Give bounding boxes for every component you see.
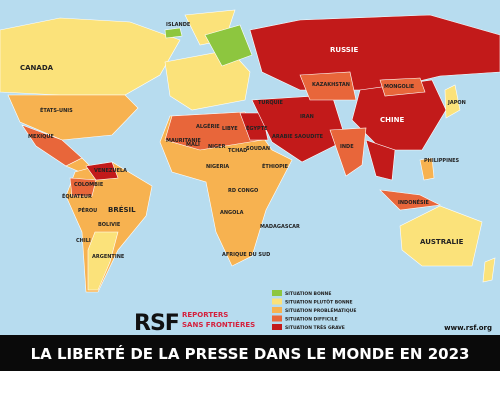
region: [164, 111, 263, 151]
country-label: ARGENTINE: [92, 254, 125, 260]
country-label: CHILI: [76, 238, 91, 244]
country-label: RUSSIE: [330, 46, 358, 54]
country-label: ARABIE SAOUDITE: [272, 134, 324, 140]
country-label: AFRIQUE DU SUD: [222, 252, 270, 258]
country-label: ÉQUATEUR: [62, 192, 92, 200]
legend-swatch: [272, 307, 282, 313]
legend-swatch: [272, 324, 282, 330]
legend-label: SITUATION TRÈS GRAVE: [285, 323, 345, 331]
country-label: ALGÉRIE: [196, 122, 220, 130]
country-label: JAPON: [447, 100, 466, 106]
region: [419, 157, 435, 181]
region: [87, 231, 119, 291]
country-label: TCHAD: [228, 148, 247, 154]
legend-label: SITUATION DIFFICILE: [285, 316, 338, 322]
region: [7, 94, 139, 141]
region: [0, 17, 181, 96]
country-label: LIBYE: [222, 126, 238, 132]
region: [379, 189, 442, 211]
legend-swatch: [272, 290, 282, 296]
region: [329, 127, 367, 177]
country-label: MONGOLIE: [384, 84, 415, 90]
country-label: CANADA: [20, 64, 54, 72]
logo-text: SANS FRONTIÈRES: [182, 320, 255, 329]
country-label: IRAN: [300, 114, 314, 120]
country-label: PÉROU: [78, 206, 97, 214]
region: [399, 205, 483, 267]
country-label: ÉTATS-UNIS: [40, 106, 73, 114]
country-label: RD CONGO: [228, 188, 258, 194]
region: [239, 112, 269, 141]
region: [379, 77, 426, 97]
country-label: NIGER: [208, 144, 226, 150]
country-label: ÉTHIOPIE: [262, 162, 289, 170]
country-label: VENEZUELA: [94, 168, 127, 174]
url: www.rsf.org: [444, 324, 492, 332]
country-label: ANGOLA: [220, 210, 244, 216]
country-label: COLOMBIE: [74, 182, 104, 188]
country-label: KAZAKHSTAN: [312, 82, 350, 88]
country-label: CHINE: [380, 116, 404, 124]
region: [69, 177, 97, 197]
country-label: MADAGASCAR: [260, 224, 300, 230]
region: [85, 161, 119, 181]
region: [351, 79, 447, 151]
region: [482, 257, 496, 283]
country-label: INDE: [340, 144, 354, 150]
country-label: BOLIVIE: [98, 222, 121, 228]
legend-swatch: [272, 315, 282, 322]
country-label: PHILIPPINES: [424, 158, 460, 164]
country-label: ISLANDE: [166, 22, 191, 28]
legend-swatch: [272, 298, 282, 305]
region: [164, 27, 183, 39]
logo-mark: RSF: [134, 311, 179, 336]
country-label: SOUDAN: [246, 146, 270, 152]
title: LA LIBERTÉ DE LA PRESSE DANS LE MONDE EN…: [31, 344, 470, 363]
region: [299, 71, 357, 101]
country-label: TURQUIE: [258, 100, 283, 106]
region: [159, 111, 293, 267]
legend-label: SITUATION PROBLÉMATIQUE: [285, 306, 356, 314]
country-label: BRÉSIL: [108, 205, 136, 214]
region: [204, 24, 253, 67]
country-label: ÉGYPTE: [246, 124, 268, 132]
title-band: [0, 335, 500, 371]
country-label: NIGERIA: [206, 164, 229, 170]
logo-text: REPORTERS: [182, 311, 228, 319]
country-label: INDONÉSIE: [398, 198, 430, 206]
legend-label: SITUATION BONNE: [285, 291, 331, 297]
legend-label: SITUATION PLUTÔT BONNE: [285, 298, 353, 305]
country-label: MALI: [186, 142, 200, 148]
region: [444, 84, 461, 119]
country-label: MAURITANIE: [166, 138, 201, 144]
country-label: AUSTRALIE: [420, 238, 464, 246]
region: [365, 139, 396, 181]
region: [249, 14, 500, 91]
country-label: MEXIQUE: [28, 134, 54, 140]
